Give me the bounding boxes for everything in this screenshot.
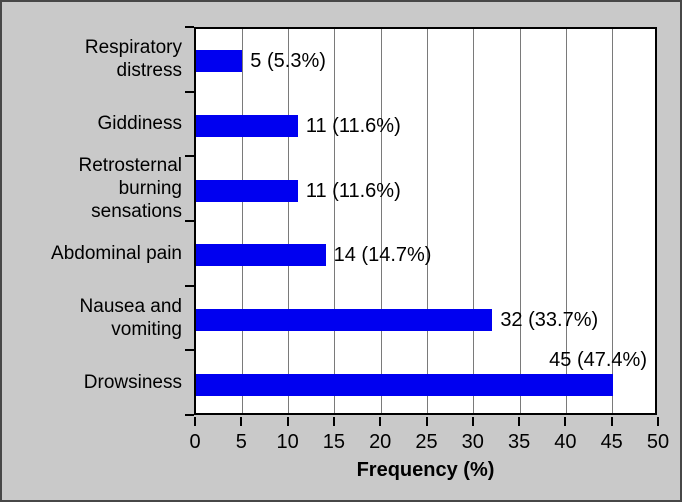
category-label: Abdominal pain: [51, 242, 182, 264]
bar-value-label: 5 (5.3%): [250, 50, 326, 73]
x-axis-tick-mark: [286, 417, 289, 426]
y-axis-tick-mark: [185, 349, 194, 352]
x-axis-tick-label: 5: [235, 431, 247, 453]
x-axis-tick-label: 0: [189, 431, 201, 453]
x-axis-tick-label: 15: [322, 431, 346, 453]
bar-value-label: 11 (11.6%): [305, 115, 401, 137]
x-axis-tick-mark: [194, 417, 196, 426]
x-axis-tick-label: 45: [600, 431, 623, 453]
x-axis-tick-label: 40: [554, 431, 577, 453]
x-axis-tick-label: 30: [461, 431, 484, 453]
category-label: Respiratory distress: [84, 37, 182, 82]
bar-value-label: 32 (33.7%): [500, 309, 599, 331]
y-axis-tick-mark: [185, 155, 194, 158]
gridline: [288, 29, 290, 413]
bar-value-label: 45 (47.4%): [549, 348, 647, 371]
bar-5: [196, 309, 493, 331]
x-axis-tick-label: 10: [276, 431, 299, 453]
bar-1: [196, 50, 243, 73]
plot-area: 5 (5.3%) 11 (11.6%) 11 (11.6%) 14 (14.7%) 32…: [194, 27, 657, 415]
bar-4: [196, 244, 326, 267]
bar-value-label: 14 (14.7%): [333, 244, 432, 267]
y-axis-tick-mark: [185, 284, 194, 287]
bar-6: [196, 373, 613, 396]
category-label: Giddiness: [97, 113, 183, 135]
x-axis-tick-label: 35: [507, 431, 531, 453]
x-axis-tick-mark: [564, 417, 567, 426]
gridline: [473, 29, 475, 413]
category-label: Retrosternal burning sensations: [78, 155, 183, 223]
x-axis-tick-mark: [518, 417, 521, 426]
x-axis-tick-mark: [240, 417, 243, 426]
y-axis-tick-mark: [185, 414, 194, 416]
y-axis-tick-mark: [185, 26, 194, 28]
y-axis-tick-mark: [185, 220, 194, 222]
x-axis-title: Frequency (%): [356, 459, 495, 481]
x-axis-tick-mark: [471, 417, 474, 426]
category-label: Drowsiness: [83, 372, 182, 394]
gridline: [427, 29, 428, 413]
x-axis-tick-label: 25: [415, 431, 438, 453]
x-axis-tick-label: 50: [646, 431, 670, 453]
bar-2: [196, 115, 298, 137]
x-axis-tick-mark: [379, 417, 382, 426]
y-axis-tick-mark: [185, 90, 194, 93]
x-axis-tick-label: 20: [369, 431, 392, 453]
x-axis-tick-mark: [610, 417, 613, 426]
x-axis-tick-mark: [332, 417, 335, 426]
gridline: [241, 29, 243, 413]
gridline: [519, 29, 521, 413]
gridline: [334, 29, 336, 413]
x-axis-tick-mark: [425, 417, 428, 426]
gridline: [565, 29, 567, 413]
bar-3: [196, 179, 298, 202]
category-label: Nausea and vomiting: [79, 295, 182, 340]
gridline: [612, 29, 614, 413]
gridline: [380, 29, 382, 413]
x-axis-tick-mark: [657, 417, 659, 426]
bar-value-label: 11 (11.6%): [305, 179, 401, 202]
